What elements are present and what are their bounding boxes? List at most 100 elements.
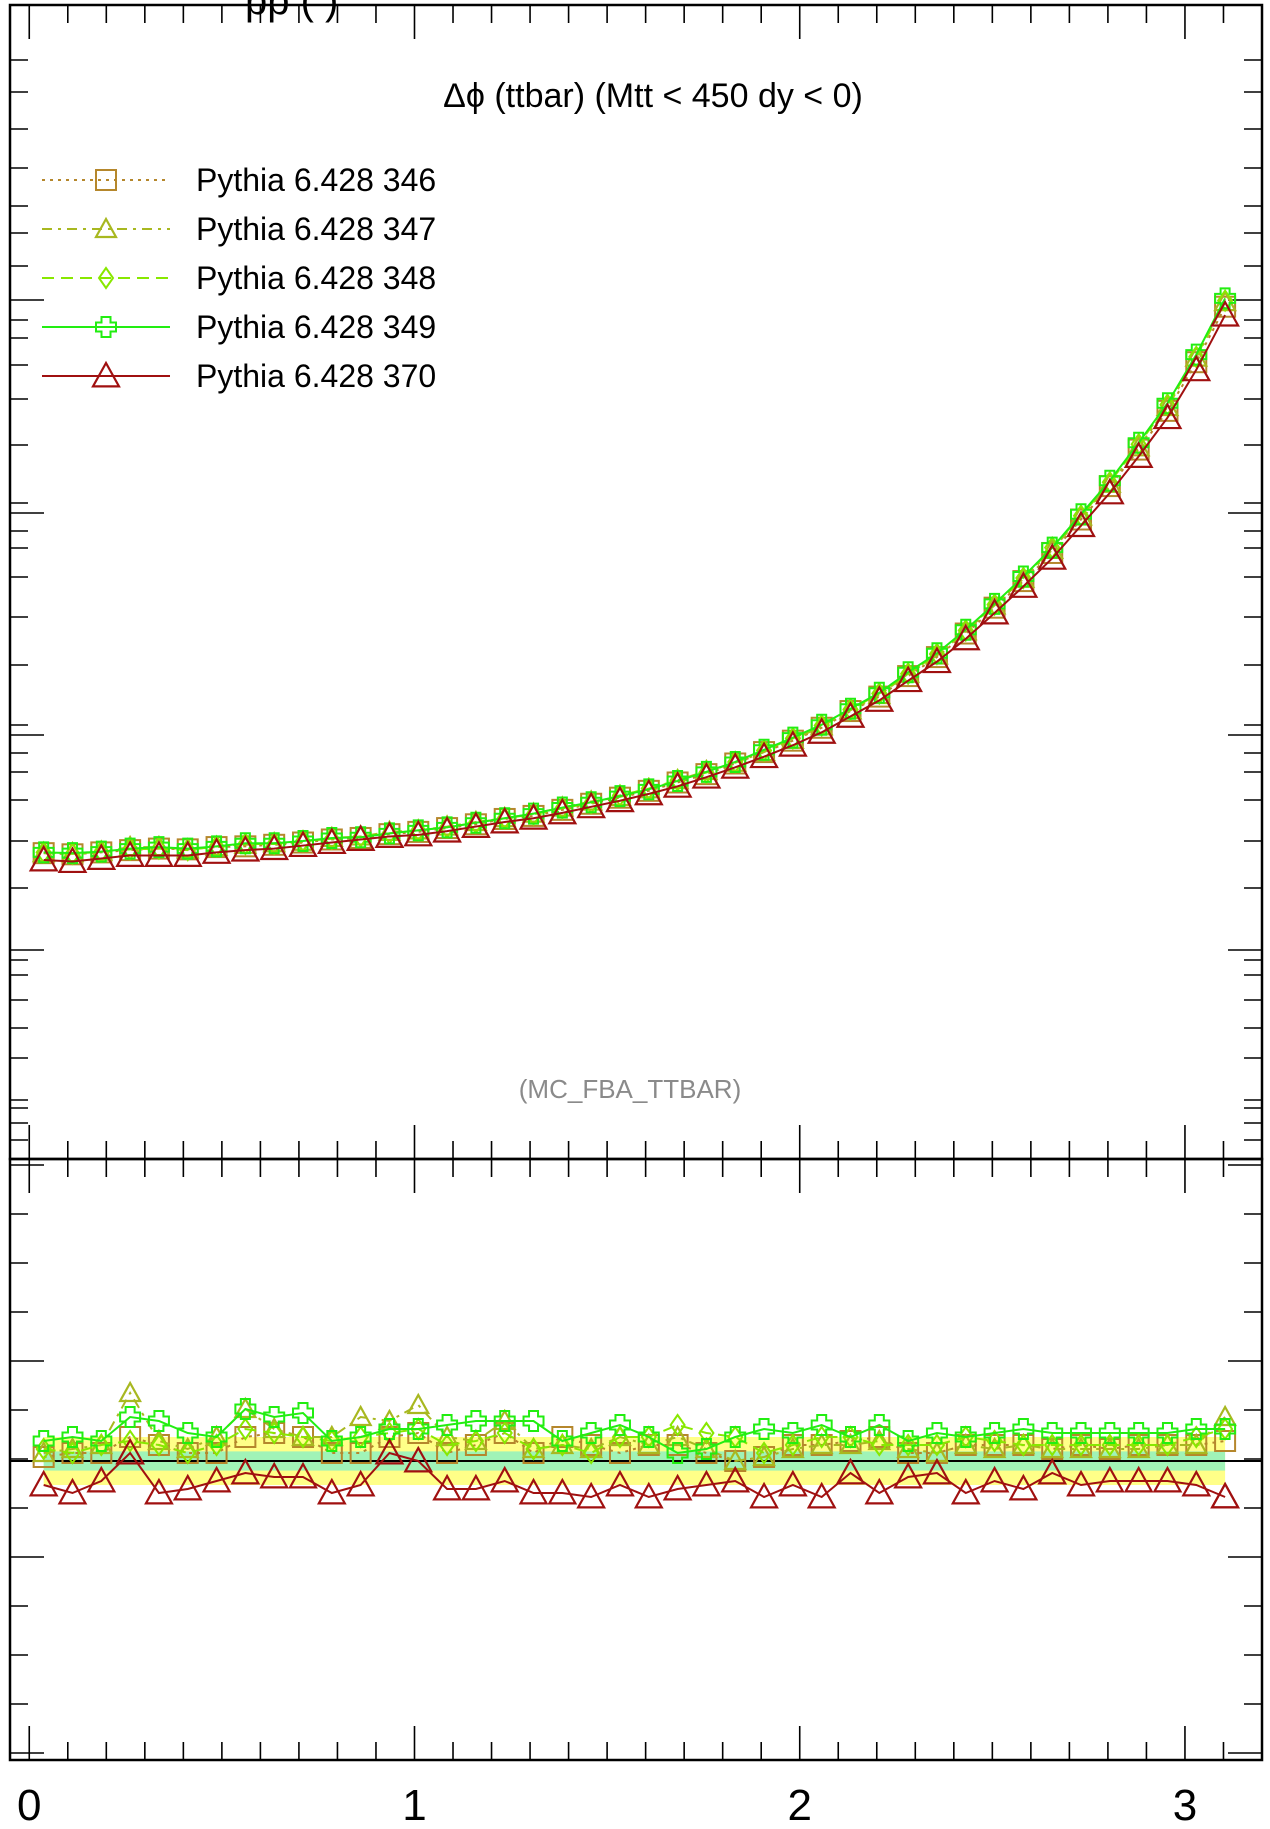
ratio-3-point (464, 1410, 487, 1432)
ratio-3-point (925, 1422, 948, 1444)
main-2-point (1159, 393, 1176, 417)
main-3-point (724, 750, 747, 773)
ratio-3-point (810, 1414, 833, 1436)
ratio-4-point (57, 1477, 88, 1505)
ratio-4-point (172, 1473, 203, 1501)
ratio-3-point (551, 1430, 574, 1452)
main-3-point (32, 841, 55, 864)
ratio-2-point (582, 1441, 600, 1465)
main-4-point (374, 821, 405, 848)
ratio-2-point (294, 1425, 312, 1449)
main-4-point (1066, 510, 1096, 538)
ratio-4-point (115, 1437, 145, 1465)
ratio-0-point (378, 1426, 401, 1448)
analysis-annotation: (MC_FBA_TTBAR) (519, 1074, 741, 1104)
ratio-4-point (28, 1469, 59, 1497)
main-4-point (720, 752, 751, 779)
ratio-1-point (1184, 1432, 1209, 1455)
ratio-3-point (839, 1426, 862, 1448)
legend-label: Pythia 6.428 348 (196, 260, 436, 296)
ratio-4-point (979, 1465, 1010, 1493)
main-4-point (489, 806, 520, 834)
legend-marker (95, 169, 117, 191)
ratio-0-point (608, 1442, 631, 1464)
ratio-3-point (349, 1426, 372, 1448)
ratio-3-point (1214, 1418, 1237, 1440)
main-2-point (179, 838, 196, 862)
ratio-4-point (432, 1473, 462, 1501)
main-3-point (897, 661, 920, 684)
main-4-point (432, 815, 462, 843)
main-4-point (115, 840, 145, 867)
main-4-point (28, 844, 59, 872)
ratio-3-point (205, 1426, 228, 1448)
main-3-point (1012, 565, 1035, 588)
ratio-4-point (1066, 1469, 1096, 1497)
ratio-0-point (436, 1442, 459, 1464)
main-4-point (345, 824, 376, 851)
ratio-4-point (489, 1465, 520, 1493)
ratio-3-point (119, 1406, 142, 1428)
main-3-point (580, 791, 603, 814)
main-3-point (378, 822, 401, 845)
ratio-1-point (1213, 1404, 1237, 1427)
ratio-4-point (893, 1461, 923, 1489)
ratio-4-point (662, 1473, 693, 1501)
main-4-point (691, 761, 722, 789)
main-0-point (1185, 351, 1208, 374)
ratio-0-point (868, 1426, 891, 1448)
ratio-2-point (179, 1441, 196, 1465)
ratio-4-point (1008, 1473, 1039, 1501)
ratio-4-point (144, 1477, 174, 1505)
ratio-0-point (1214, 1430, 1237, 1452)
ratio-3-point (868, 1414, 891, 1436)
main-3-point (753, 738, 776, 761)
main-4-point (230, 834, 261, 862)
main-3-point (407, 819, 430, 842)
ratio-2-point (755, 1441, 773, 1465)
main-3-point (954, 618, 977, 641)
main-4-point (403, 819, 434, 847)
main-4-point (749, 741, 779, 769)
ratio-3-point (753, 1418, 776, 1440)
ratio-4-point (1152, 1465, 1183, 1493)
main-4-point (922, 646, 952, 674)
ratio-0-point (522, 1442, 545, 1464)
ratio-3-point (695, 1438, 718, 1460)
ratio-3-point (436, 1414, 459, 1436)
ratio-0-point (464, 1434, 487, 1456)
ratio-2-line (43, 1423, 1226, 1455)
ratio-4-point (288, 1461, 318, 1489)
ratio-4-point (835, 1457, 866, 1485)
main-3-point (522, 802, 545, 825)
ratio-1-point (118, 1380, 142, 1403)
ratio-4-point (1037, 1457, 1068, 1485)
main-0-point (1127, 438, 1150, 461)
ratio-1-point (175, 1436, 200, 1459)
ratio-4-point (345, 1469, 376, 1497)
main-3-point (925, 642, 948, 665)
x-tick-label: 1 (402, 1781, 426, 1829)
ratio-1-point (550, 1432, 575, 1455)
main-3-point (119, 837, 142, 860)
ratio-1-point (982, 1436, 1007, 1459)
ratio-4-point (777, 1469, 808, 1497)
legend-label: Pythia 6.428 370 (196, 358, 436, 394)
ratio-2-point (525, 1437, 542, 1461)
ratio-3-point (1127, 1422, 1150, 1444)
ratio-1-point (867, 1428, 892, 1451)
main-4-point (1152, 402, 1183, 430)
ratio-series-group (28, 1380, 1240, 1509)
legend-marker (95, 316, 117, 338)
main-4-point (864, 685, 895, 712)
ratio-4-point (1210, 1481, 1240, 1509)
main-2-point (150, 836, 168, 861)
ratio-3-point (493, 1410, 516, 1432)
ratio-3-series (32, 1398, 1237, 1464)
ratio-4-series (28, 1437, 1240, 1509)
main-3-point (983, 592, 1006, 615)
ratio-4-point (259, 1461, 290, 1489)
ratio-3-point (954, 1426, 977, 1448)
ratio-3-point (1070, 1422, 1093, 1444)
